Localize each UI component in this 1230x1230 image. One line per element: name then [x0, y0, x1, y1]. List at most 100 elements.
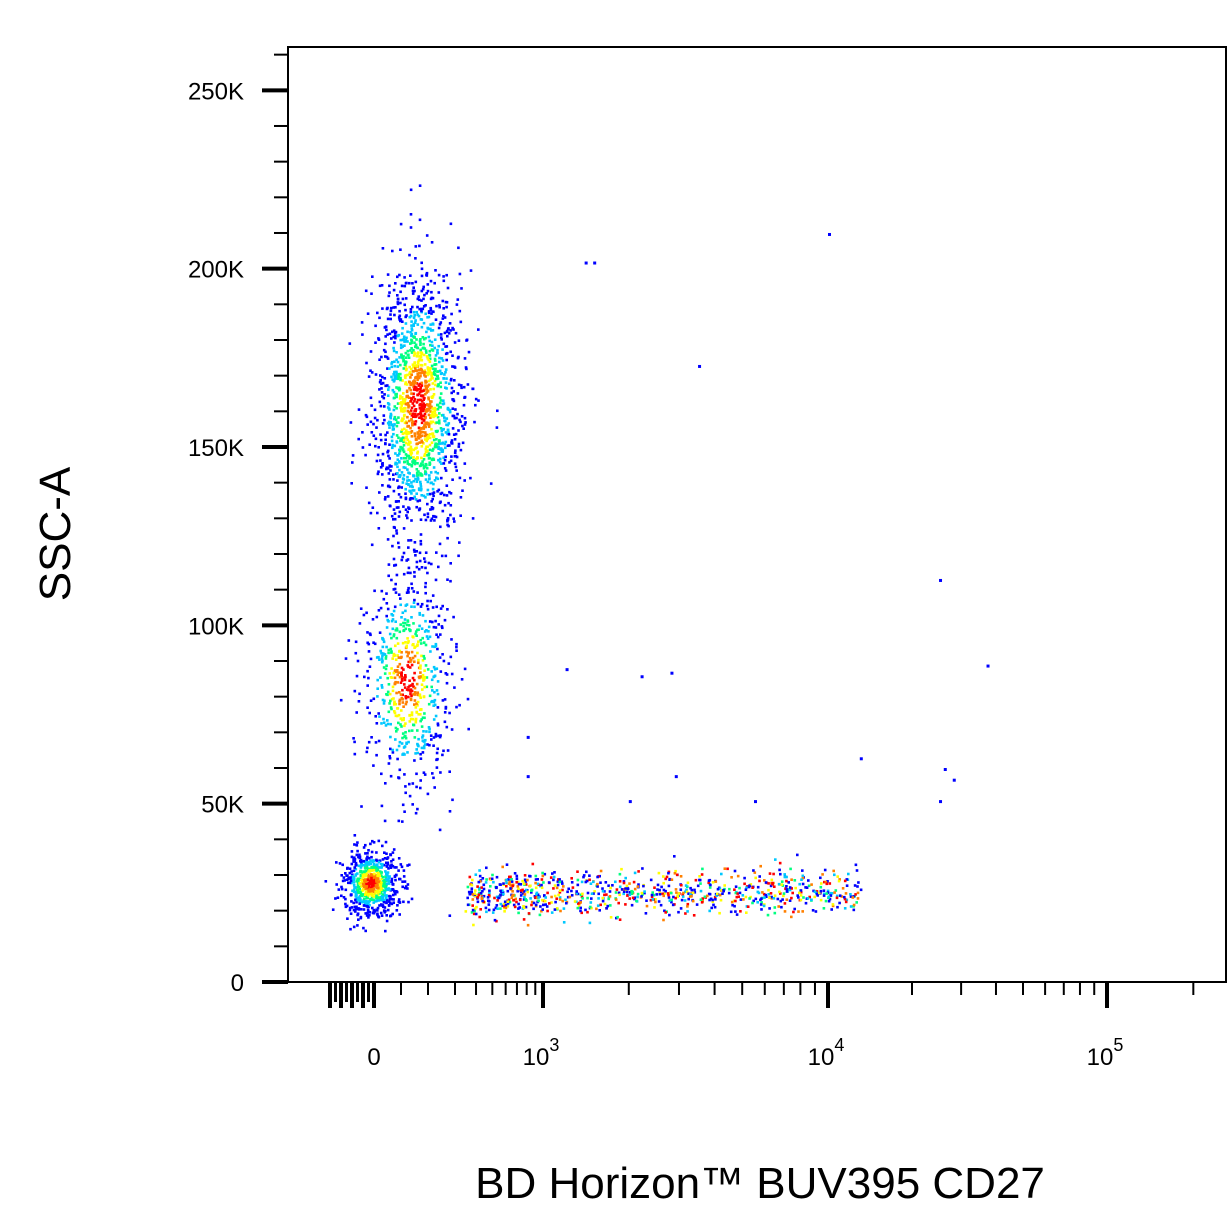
event-point — [440, 442, 444, 445]
event-point — [419, 338, 422, 341]
event-point — [405, 383, 409, 386]
event-point — [418, 624, 421, 628]
event-point — [566, 890, 569, 894]
event-point — [414, 343, 418, 347]
event-point — [548, 902, 551, 905]
event-point — [415, 355, 419, 358]
event-point — [376, 311, 379, 315]
event-point — [384, 433, 387, 437]
event-point — [377, 527, 381, 530]
event-point — [365, 904, 369, 908]
event-point — [448, 382, 451, 385]
event-point — [395, 890, 398, 893]
event-point — [351, 461, 354, 464]
event-point — [517, 902, 520, 906]
event-point — [432, 310, 435, 314]
event-point — [788, 886, 792, 889]
event-point — [387, 887, 390, 890]
event-point — [450, 312, 453, 316]
event-point — [699, 898, 703, 901]
event-point — [443, 698, 447, 701]
event-point — [380, 684, 384, 687]
event-point — [448, 810, 452, 813]
event-point — [437, 452, 441, 455]
event-point — [385, 919, 389, 923]
event-point — [411, 305, 414, 309]
event-point — [387, 574, 390, 578]
event-point — [460, 415, 464, 418]
event-point — [670, 891, 673, 895]
event-point — [386, 333, 389, 336]
event-point — [415, 702, 418, 705]
event-point — [745, 905, 749, 908]
event-point — [413, 412, 416, 416]
event-point — [370, 885, 373, 888]
event-point — [407, 686, 410, 689]
event-point — [427, 310, 431, 313]
event-point — [413, 495, 416, 499]
event-point — [409, 388, 412, 392]
event-point — [407, 546, 410, 549]
event-point — [364, 869, 368, 873]
event-point — [463, 667, 467, 671]
event-point — [427, 452, 431, 455]
event-point — [407, 356, 411, 359]
event-point — [794, 886, 797, 890]
event-point — [399, 495, 403, 499]
event-point — [417, 737, 420, 741]
event-point — [455, 649, 458, 652]
event-point — [353, 905, 357, 909]
event-point — [386, 861, 390, 865]
event-point — [385, 307, 389, 311]
event-point — [403, 686, 407, 689]
event-point — [402, 527, 406, 530]
event-point — [383, 326, 387, 329]
event-point — [412, 474, 416, 478]
event-point — [365, 914, 369, 917]
event-point — [407, 586, 410, 590]
event-point — [359, 864, 363, 868]
event-point — [444, 386, 447, 389]
event-point — [455, 469, 458, 472]
event-point — [409, 349, 412, 352]
event-point — [412, 350, 416, 354]
event-point — [362, 873, 366, 876]
event-point — [819, 885, 823, 889]
event-point — [401, 688, 404, 692]
event-point — [445, 423, 448, 427]
event-point — [392, 901, 395, 904]
outlier-point — [952, 778, 956, 782]
event-point — [635, 899, 638, 903]
event-point — [441, 450, 444, 453]
event-point — [476, 885, 479, 888]
event-point — [377, 889, 380, 892]
event-point — [412, 622, 415, 625]
event-point — [388, 875, 391, 878]
event-point — [405, 591, 409, 594]
event-point — [390, 651, 393, 654]
event-point — [389, 722, 392, 726]
event-point — [405, 623, 409, 627]
event-point — [526, 890, 530, 894]
event-point — [395, 395, 398, 399]
event-point — [855, 901, 858, 904]
event-point — [367, 856, 371, 860]
event-point — [385, 898, 389, 902]
event-point — [421, 614, 425, 617]
event-point — [495, 904, 499, 907]
event-point — [455, 303, 459, 306]
event-point — [410, 492, 413, 495]
event-point — [367, 910, 370, 913]
event-point — [416, 591, 419, 594]
event-point — [434, 642, 438, 646]
event-point — [376, 868, 380, 872]
event-point — [421, 430, 425, 434]
event-point — [558, 896, 562, 899]
event-point — [410, 605, 413, 608]
event-point — [547, 881, 551, 884]
event-point — [480, 886, 483, 889]
event-point — [411, 363, 415, 366]
event-point — [450, 638, 453, 641]
event-point — [406, 349, 410, 353]
event-point — [407, 665, 410, 669]
